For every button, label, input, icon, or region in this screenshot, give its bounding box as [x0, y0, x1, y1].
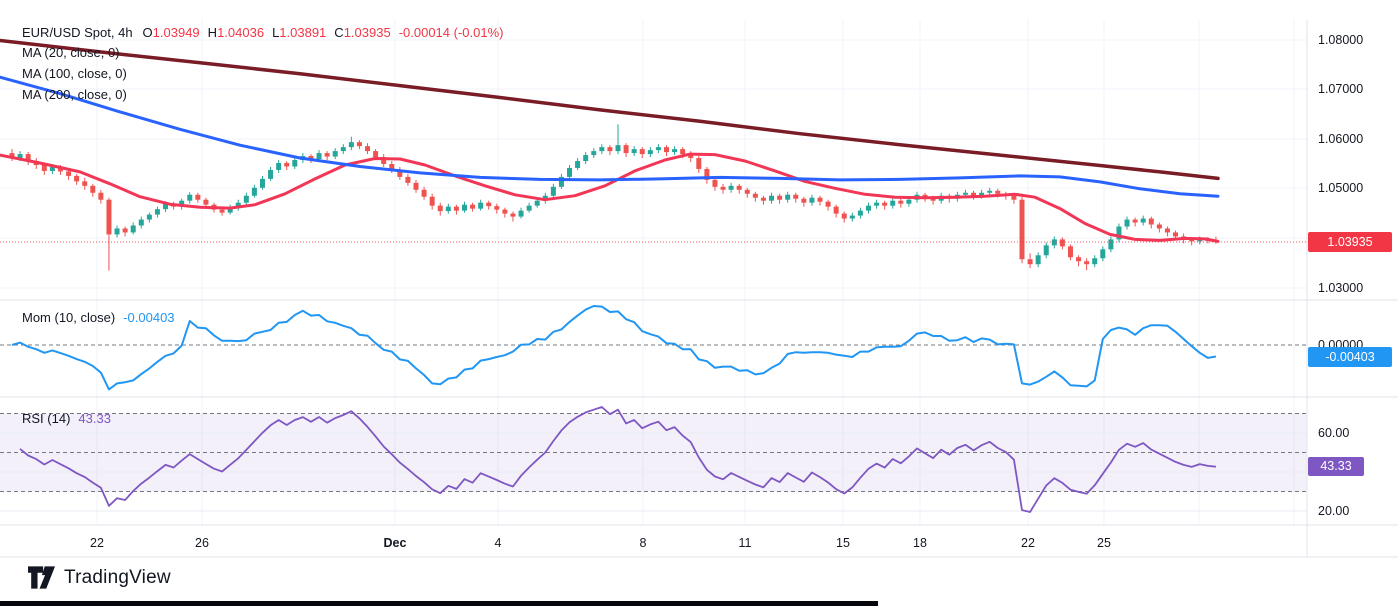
last-price-badge: 1.03935	[1308, 232, 1392, 252]
rsi-label[interactable]: RSI (14)	[22, 411, 71, 426]
price-axis-label: 1.06000	[1318, 132, 1364, 146]
ohlc-open-value: 1.03949	[152, 25, 200, 40]
time-axis-label: 22	[90, 536, 104, 550]
price-axis-label: 1.07000	[1318, 82, 1364, 96]
time-axis-label: 8	[639, 536, 647, 550]
rsi-axis-label: 20.00	[1318, 504, 1350, 518]
legend-ma100[interactable]: MA (100, close, 0)	[22, 66, 127, 81]
rsi-legend-row[interactable]: RSI (14) 43.33	[22, 411, 111, 426]
rsi-axis-label: 60.00	[1318, 426, 1350, 440]
momentum-legend-row[interactable]: Mom (10, close) -0.00403	[22, 310, 175, 325]
symbol-legend-row[interactable]: EUR/USD Spot, 4h O1.03949 H1.04036 L1.03891…	[22, 25, 503, 40]
time-axis-label: 15	[836, 536, 850, 550]
price-change: -0.00014 (-0.01%)	[398, 25, 504, 40]
ohlc-high-value: 1.04036	[217, 25, 265, 40]
momentum-value: -0.00403	[123, 310, 175, 325]
rsi-value: 43.33	[78, 411, 111, 426]
ohlc-close-value: 1.03935	[343, 25, 391, 40]
time-axis-label: Dec	[383, 536, 407, 550]
ohlc-high-label: H	[207, 25, 218, 40]
tradingview-logo[interactable]: TradingView	[28, 566, 171, 589]
legend-ma200[interactable]: MA (200, close, 0)	[22, 87, 127, 102]
rsi-badge: 43.33	[1308, 456, 1364, 476]
ohlc-close-label: C	[334, 25, 344, 40]
momentum-badge: -0.00403	[1308, 347, 1392, 367]
ohlc-low-label: L	[272, 25, 280, 40]
time-axis-label: 18	[913, 536, 927, 550]
time-axis-label: 4	[494, 536, 502, 550]
time-axis-label: 11	[738, 536, 752, 550]
bottom-bar	[0, 601, 878, 606]
time-axis-label: 25	[1097, 536, 1111, 550]
price-axis-label: 1.05000	[1318, 181, 1364, 195]
ohlc-open-label: O	[142, 25, 153, 40]
tradingview-logo-icon	[28, 566, 55, 589]
price-axis-label: 1.08000	[1318, 33, 1364, 47]
price-axis-label: 1.03000	[1318, 281, 1364, 295]
ohlc-low-value: 1.03891	[279, 25, 327, 40]
legend-ma20[interactable]: MA (20, close, 0)	[22, 45, 120, 60]
time-axis-label: 22	[1021, 536, 1035, 550]
momentum-label[interactable]: Mom (10, close)	[22, 310, 116, 325]
time-axis-label: 26	[195, 536, 209, 550]
tradingview-logo-text: TradingView	[64, 566, 171, 588]
symbol-title[interactable]: EUR/USD Spot, 4h	[22, 25, 133, 40]
